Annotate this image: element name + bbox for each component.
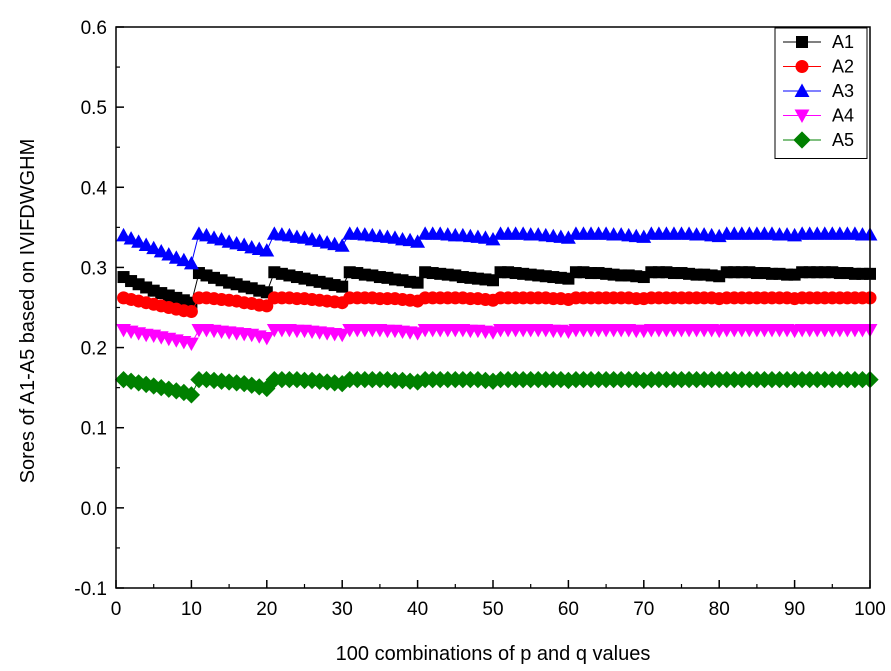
series-a5-point	[137, 375, 155, 394]
y-tick-label: 0.0	[81, 499, 107, 520]
series-a3-point	[259, 243, 275, 257]
legend-label: A5	[832, 130, 854, 150]
series-a4-point	[183, 337, 199, 352]
series-a3-point	[153, 243, 169, 258]
legend-label: A4	[832, 106, 854, 126]
x-tick-label: 90	[784, 599, 805, 620]
legend-item-a2: A2	[783, 57, 854, 77]
series-a3-point	[334, 238, 350, 252]
x-tick-label: 50	[482, 599, 503, 620]
series-a1	[117, 266, 876, 309]
legend-item-a5: A5	[783, 130, 854, 150]
x-tick-label: 20	[256, 599, 277, 620]
series-a4-point	[410, 327, 426, 341]
series-a3-point	[131, 234, 147, 248]
legend-label: A1	[832, 32, 854, 52]
y-tick-label: 0.4	[81, 178, 108, 199]
x-tick-label: 100	[854, 599, 886, 620]
series-a3-point	[176, 252, 192, 267]
series-a5	[114, 370, 879, 404]
x-tick-label: 70	[633, 599, 654, 620]
legend-marker	[794, 83, 810, 97]
legend-label: A2	[832, 57, 854, 77]
series-a1-point	[411, 276, 424, 289]
legend-item-a1: A1	[783, 32, 854, 52]
legend: A1 A2 A3 A4 A5	[774, 27, 868, 159]
series-a1-point	[336, 280, 349, 293]
x-tick-label: 30	[332, 599, 353, 620]
x-axis-title: 100 combinations of p and q values	[336, 643, 651, 665]
legend-marker	[795, 60, 809, 73]
series-a3	[116, 226, 878, 270]
y-tick-label: 0.5	[81, 98, 107, 119]
series-a4-point	[259, 332, 275, 346]
y-tick-label: 0.1	[81, 419, 107, 440]
axes: 0 10 20 30 40 50 60 70 80 90 100 -0.1 0.0 0.1 0.2 0.3 0.…	[74, 18, 886, 620]
series-a3-point	[560, 230, 576, 244]
series-a5-point	[182, 386, 201, 404]
series-a3-point	[485, 231, 501, 246]
series-a3-point	[161, 247, 177, 261]
series-a3-point	[183, 255, 199, 270]
series-a2-point	[184, 305, 198, 319]
y-tick-label: 0.2	[81, 339, 107, 360]
series-a3-point	[146, 240, 162, 255]
legend-item-a4: A4	[783, 106, 854, 126]
series-group	[114, 226, 879, 404]
y-tick-label: -0.1	[74, 579, 107, 600]
x-tick-label: 40	[407, 599, 428, 620]
legend-marker	[793, 131, 811, 149]
series-a1-point	[502, 266, 515, 279]
x-tick-label: 10	[181, 599, 202, 620]
legend-item-a3: A3	[783, 81, 854, 101]
series-a4	[116, 323, 878, 352]
x-tick-label: 0	[111, 599, 122, 620]
legend-label: A3	[832, 81, 854, 101]
legend-box	[774, 27, 868, 159]
series-a4-point	[334, 328, 350, 343]
series-a2	[117, 291, 877, 319]
series-a3-point	[116, 227, 131, 242]
y-tick-label: 0.6	[81, 18, 107, 39]
y-axis-title: Sores of A1-A5 based on IVIFDWGHM	[17, 139, 39, 484]
series-a3-point	[138, 237, 154, 251]
series-a3-point	[410, 234, 426, 248]
series-a3-point	[123, 231, 139, 245]
legend-marker	[796, 36, 808, 48]
y-tick-label: 0.3	[81, 258, 107, 279]
legend-marker	[794, 109, 810, 123]
x-tick-label: 60	[558, 599, 579, 620]
x-tick-label: 80	[709, 599, 730, 620]
